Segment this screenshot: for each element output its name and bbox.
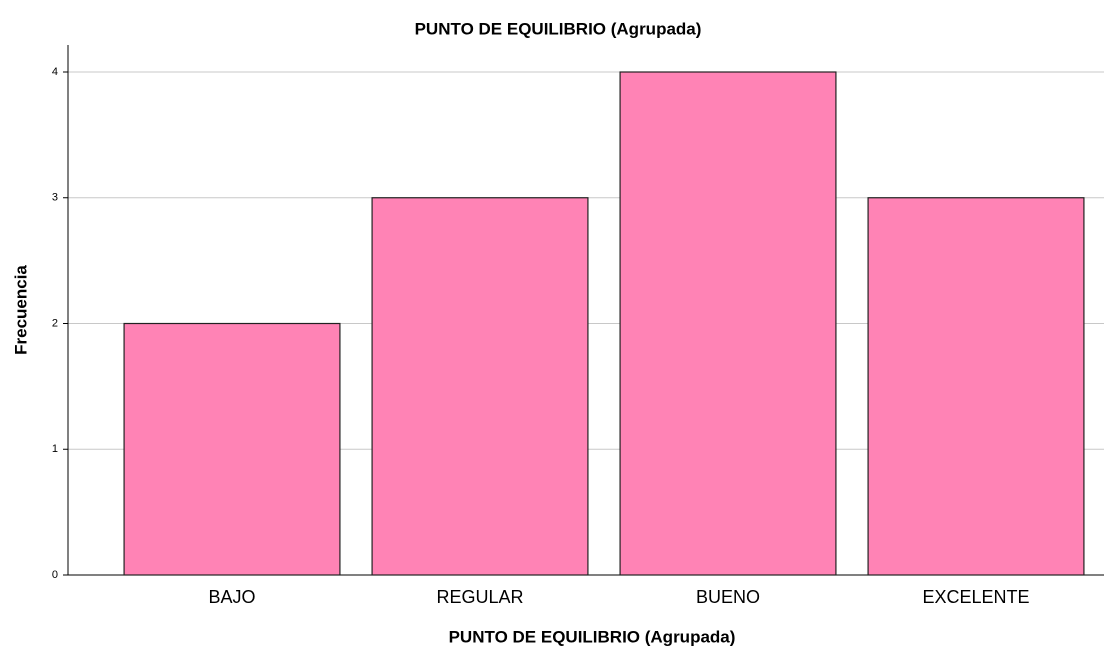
bar — [371, 197, 589, 576]
x-tick-label: REGULAR — [436, 587, 523, 607]
y-tick-label: 3 — [52, 192, 58, 204]
x-tick-label: EXCELENTE — [922, 587, 1029, 607]
y-tick-label: 1 — [52, 443, 58, 455]
chart-title: PUNTO DE EQUILIBRIO (Agrupada) — [415, 19, 702, 38]
bar — [123, 322, 341, 576]
y-axis-label: Frecuencia — [11, 265, 30, 355]
bar — [619, 71, 837, 576]
x-tick-label: BUENO — [696, 587, 760, 607]
y-tick-label: 4 — [52, 66, 58, 78]
x-axis-label: PUNTO DE EQUILIBRIO (Agrupada) — [449, 627, 736, 646]
x-tick-label: BAJO — [208, 587, 255, 607]
bar — [867, 197, 1085, 576]
y-tick-label: 2 — [52, 317, 58, 329]
y-tick-label: 0 — [52, 569, 58, 581]
